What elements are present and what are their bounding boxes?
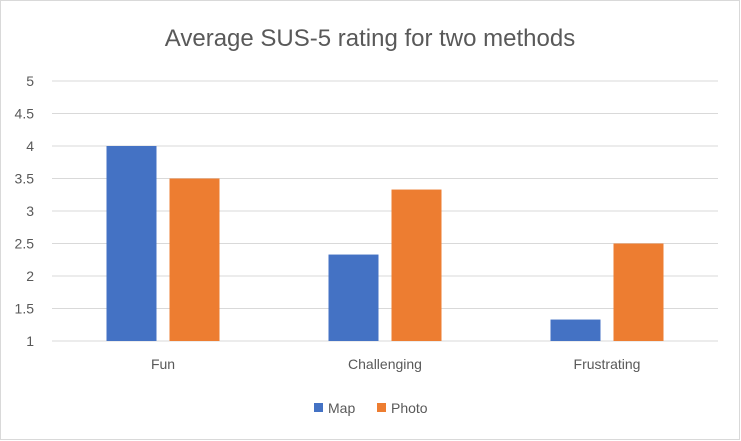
bar-photo-challenging	[391, 189, 442, 341]
chart-title: Average SUS-5 rating for two methods	[165, 25, 575, 52]
legend-item-map: Map	[314, 400, 355, 416]
legend-label: Photo	[391, 400, 428, 416]
gridlines	[52, 80, 718, 342]
y-tick-label: 2	[26, 268, 34, 284]
bars	[106, 146, 664, 341]
y-tick-label: 1.5	[15, 301, 35, 317]
bar-photo-frustrating	[613, 243, 664, 341]
legend-swatch	[377, 403, 386, 412]
x-tick-label: Frustrating	[574, 356, 641, 372]
y-tick-label: 1	[26, 333, 34, 349]
bar-photo-fun	[169, 178, 220, 341]
y-tick-label: 5	[26, 73, 34, 89]
bar-map-frustrating	[550, 319, 601, 341]
y-tick-label: 2.5	[15, 236, 35, 252]
legend: Map Photo	[314, 400, 428, 416]
x-axis-ticks: Fun Challenging Frustrating	[151, 356, 641, 372]
legend-item-photo: Photo	[377, 400, 428, 416]
bar-map-fun	[106, 146, 157, 341]
x-tick-label: Fun	[151, 356, 175, 372]
y-tick-label: 3.5	[15, 171, 35, 187]
y-tick-label: 4.5	[15, 106, 35, 122]
legend-label: Map	[328, 400, 355, 416]
bar-map-challenging	[328, 254, 379, 341]
y-tick-label: 4	[26, 138, 34, 154]
y-tick-label: 3	[26, 203, 34, 219]
x-tick-label: Challenging	[348, 356, 422, 372]
legend-swatch	[314, 403, 323, 412]
y-axis-ticks: 1 1.5 2 2.5 3 3.5 4 4.5 5	[15, 73, 35, 349]
